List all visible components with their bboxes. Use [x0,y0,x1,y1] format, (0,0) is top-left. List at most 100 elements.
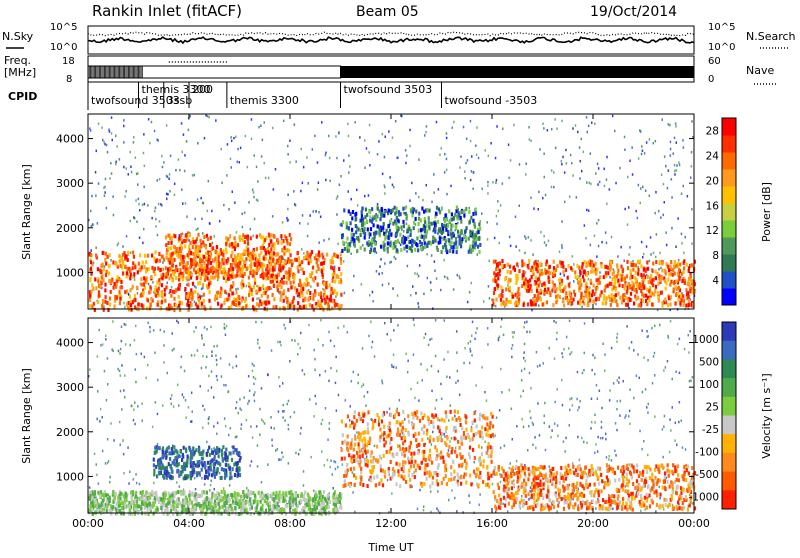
scatter-cell [123,472,125,475]
feature-cell [652,262,654,266]
feature-cell [488,485,490,489]
scatter-cell [471,155,473,158]
feature-cell [599,281,601,285]
scatter-cell [541,269,543,272]
feature-cell [100,281,102,285]
feature-cell [229,234,231,238]
scatter-cell [418,275,420,278]
scatter-cell [223,384,225,387]
feature-cell [284,246,286,250]
feature-cell [217,275,219,279]
scatter-cell [235,288,237,291]
scatter-cell [465,162,467,165]
scatter-cell [113,214,115,217]
scatter-cell [495,305,497,308]
scatter-cell [348,135,350,138]
feature-cell [260,235,262,239]
scatter-cell [259,347,261,350]
scatter-cell [617,379,619,382]
feature-cell [332,273,334,277]
feature-cell [569,292,571,296]
scatter-cell [357,204,359,207]
scatter-cell [663,425,665,428]
scatter-cell [471,426,473,429]
feature-cell [593,292,595,296]
scatter-cell [127,446,129,449]
scatter-cell [596,384,598,387]
scatter-cell [249,390,251,393]
feature-cell [359,482,361,486]
scatter-cell [256,298,258,301]
scatter-cell [436,507,438,510]
feature-cell [143,265,145,269]
feature-cell [355,458,357,462]
feature-cell [419,240,421,244]
scatter-cell [628,463,630,466]
scatter-cell [412,285,414,288]
scatter-cell [229,484,231,487]
scatter-cell [182,151,184,154]
feature-cell [318,267,320,271]
feature-cell [337,255,339,259]
scatter-cell [670,154,672,157]
feature-cell [383,222,385,226]
scatter-cell [115,135,117,138]
feature-cell [442,226,444,230]
feature-cell [405,206,407,210]
feature-cell [142,261,144,265]
scatter-cell [611,459,613,462]
feature-cell [304,298,306,302]
scatter-cell [163,361,165,364]
feature-cell [648,280,650,284]
scatter-cell [420,363,422,366]
feature-cell [305,277,307,281]
scatter-cell [615,454,617,457]
scatter-cell [361,385,363,388]
scatter-cell [667,335,669,338]
scatter-cell [450,404,452,407]
cpid-label: CPID [8,90,37,103]
scatter-cell [551,186,553,189]
feature-cell [124,265,126,269]
feature-cell [367,484,369,488]
scatter-cell [194,174,196,177]
scatter-cell [213,425,215,428]
scatter-cell [382,382,384,385]
feature-cell [222,253,224,257]
scatter-cell [169,190,171,193]
scatter-cell [345,241,347,244]
feature-cell [384,210,386,214]
feature-cell [607,284,609,288]
feature-cell [384,237,386,241]
scatter-cell [457,274,459,277]
feature-cell [612,296,614,300]
feature-cell [178,470,180,474]
feature-cell [323,289,325,293]
scatter-cell [137,183,139,186]
feature-cell [195,240,197,244]
feature-cell [205,269,207,273]
scatter-cell [342,463,344,466]
feature-cell [428,225,430,229]
scatter-cell [476,154,478,157]
scatter-cell [171,403,173,406]
feature-cell [395,240,397,244]
scatter-cell [123,166,125,169]
scatter-cell [481,446,483,449]
scatter-cell [294,339,296,342]
feature-cell [488,442,490,446]
scatter-cell [501,391,503,394]
feature-cell [460,216,462,220]
feature-cell [536,263,538,267]
scatter-cell [287,194,289,197]
feature-cell [621,278,623,282]
beam-label: Beam 05 [356,4,419,20]
scatter-cell [616,400,618,403]
scatter-cell [446,158,448,161]
scatter-cell [411,485,413,488]
scatter-cell [606,242,608,245]
scatter-cell [257,339,259,342]
feature-cell [366,241,368,245]
feature-cell [646,302,648,306]
scatter-cell [223,487,225,490]
